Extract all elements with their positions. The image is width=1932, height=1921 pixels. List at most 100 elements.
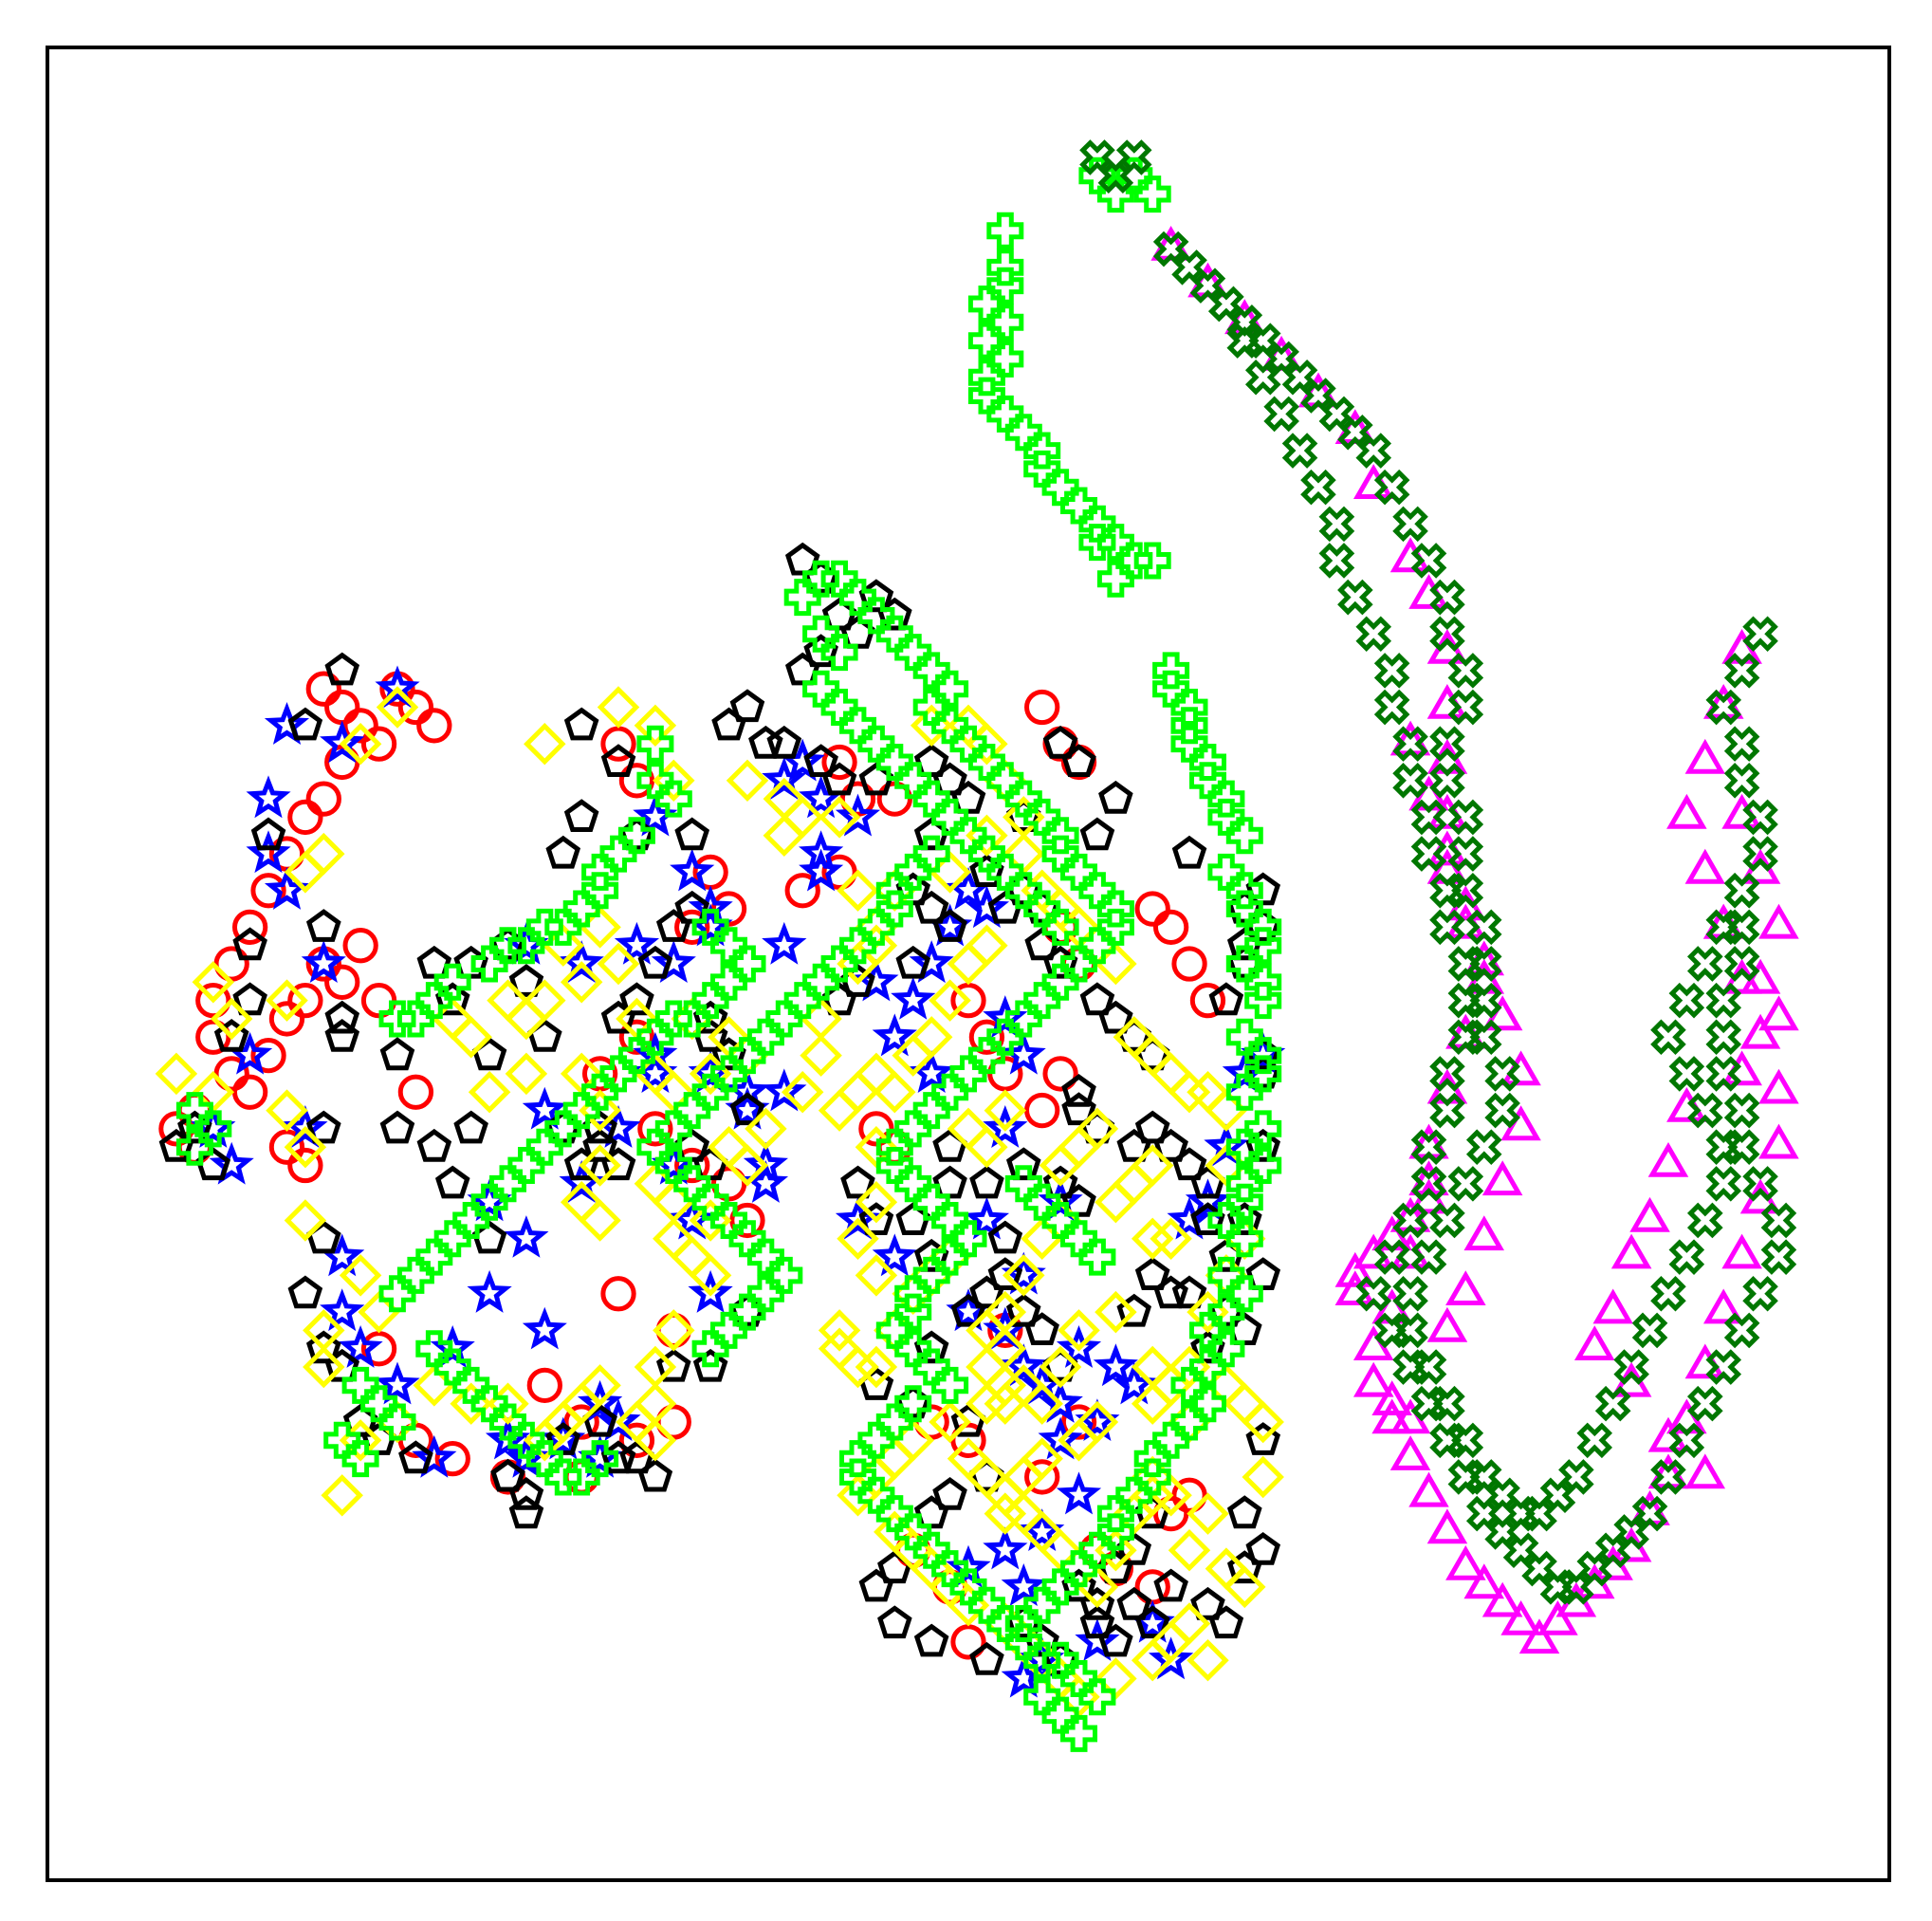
- data-point-x: [1281, 433, 1318, 469]
- data-point-x: [1392, 1275, 1428, 1312]
- data-point-plus: [654, 1110, 692, 1148]
- data-point-diamond: [1168, 1070, 1211, 1114]
- data-point-star: [338, 1324, 383, 1368]
- data-point-x: [1410, 799, 1447, 836]
- data-point-plus: [986, 762, 1024, 800]
- data-point-star: [614, 921, 660, 965]
- data-point-plus: [875, 1403, 913, 1441]
- data-point-plus: [562, 1092, 600, 1130]
- data-point-star: [1185, 1178, 1231, 1222]
- data-point-plus: [1004, 414, 1042, 452]
- data-point-circle: [637, 1111, 673, 1147]
- data-point-pentagon: [490, 1458, 525, 1492]
- data-point-circle: [1171, 946, 1207, 982]
- data-point-x: [1429, 1092, 1465, 1129]
- data-point-plus: [507, 927, 545, 965]
- data-point-star: [320, 720, 365, 764]
- data-point-x: [1079, 139, 1115, 175]
- data-point-x: [1152, 231, 1189, 268]
- data-point-plus: [1170, 707, 1208, 745]
- data-point-triangle: [1426, 1508, 1468, 1544]
- data-point-circle: [397, 1074, 434, 1110]
- data-point-x: [1337, 579, 1373, 616]
- data-point-plus: [599, 835, 637, 873]
- data-point-pentagon: [1116, 1293, 1152, 1327]
- data-point-plus: [654, 1000, 692, 1038]
- data-point-circle: [1152, 909, 1189, 946]
- data-point-plus: [967, 1037, 1005, 1075]
- data-point-plus: [875, 744, 913, 781]
- data-point-plus: [949, 725, 987, 763]
- data-point-pentagon: [1061, 1074, 1096, 1107]
- data-point-pentagon: [508, 1495, 544, 1529]
- data-point-x: [1576, 1550, 1613, 1587]
- data-point-triangle: [1758, 1068, 1799, 1104]
- data-point-triangle: [1445, 1545, 1486, 1580]
- data-point-pentagon: [398, 1440, 433, 1474]
- data-point-diamond: [966, 1382, 1008, 1425]
- data-point-pentagon: [379, 1110, 415, 1144]
- data-point-pentagon: [453, 1110, 488, 1144]
- data-point-x: [1355, 433, 1392, 469]
- data-point-plus: [894, 853, 932, 891]
- data-point-pentagon: [913, 890, 949, 924]
- data-point-diamond: [284, 1199, 327, 1242]
- data-point-pentagon: [674, 817, 710, 851]
- data-point-plus: [1096, 1495, 1134, 1533]
- data-point-circle: [287, 982, 323, 1019]
- data-point-plus: [820, 634, 858, 672]
- data-point-diamond: [966, 1125, 1008, 1169]
- data-point-plus: [875, 890, 913, 928]
- data-point-diamond: [597, 686, 640, 729]
- data-point-plus: [525, 1440, 563, 1478]
- data-point-pentagon: [637, 945, 673, 979]
- data-point-star: [522, 1306, 567, 1350]
- data-point-circle: [213, 946, 249, 982]
- data-point-x: [1447, 1019, 1484, 1056]
- data-point-star: [688, 1269, 733, 1313]
- data-point-x: [1705, 689, 1742, 726]
- data-point-plus: [912, 652, 950, 690]
- data-point-diamond: [284, 851, 327, 894]
- data-point-x: [1668, 1239, 1705, 1275]
- data-point-x: [1318, 506, 1355, 543]
- data-point-plus: [931, 670, 969, 708]
- data-point-circle: [674, 909, 710, 946]
- data-point-pentagon: [637, 1458, 673, 1492]
- data-point-circle: [821, 854, 857, 891]
- data-point-plus: [544, 1110, 582, 1148]
- data-point-plus: [507, 1147, 545, 1184]
- data-point-diamond: [376, 686, 419, 729]
- data-point-circle: [821, 744, 857, 781]
- data-point-diamond: [929, 979, 971, 1022]
- data-point-plus: [1041, 469, 1079, 507]
- data-point-plus: [1041, 1568, 1079, 1606]
- data-point-plus: [415, 982, 453, 1020]
- data-point-x: [1171, 249, 1207, 286]
- data-point-x: [1392, 506, 1428, 543]
- data-point-plus: [691, 908, 729, 946]
- data-point-x: [1429, 1385, 1465, 1422]
- data-point-circle: [1042, 1056, 1078, 1092]
- data-point-circle: [434, 1440, 470, 1477]
- data-point-plus: [1225, 817, 1263, 855]
- data-point-pentagon: [1005, 1293, 1041, 1327]
- data-point-plus: [323, 1421, 361, 1459]
- data-point-plus: [1244, 963, 1282, 1001]
- data-point-plus: [1133, 1440, 1171, 1478]
- data-point-diamond: [192, 961, 235, 1004]
- data-point-plus: [931, 1550, 969, 1588]
- data-point-pentagon: [821, 762, 857, 796]
- data-point-plus: [1244, 1055, 1282, 1093]
- data-point-plus: [820, 945, 858, 983]
- data-point-triangle: [1500, 1599, 1541, 1635]
- data-point-x: [1447, 1459, 1484, 1495]
- data-point-diamond: [855, 1254, 898, 1297]
- data-point-plus: [857, 1476, 895, 1514]
- data-point-circle: [1152, 1495, 1189, 1532]
- data-point-plus: [673, 1092, 711, 1130]
- data-point-plus: [1041, 817, 1079, 855]
- data-point-diamond: [450, 1016, 492, 1059]
- data-point-x: [1410, 1349, 1447, 1385]
- data-point-pentagon: [913, 1623, 949, 1657]
